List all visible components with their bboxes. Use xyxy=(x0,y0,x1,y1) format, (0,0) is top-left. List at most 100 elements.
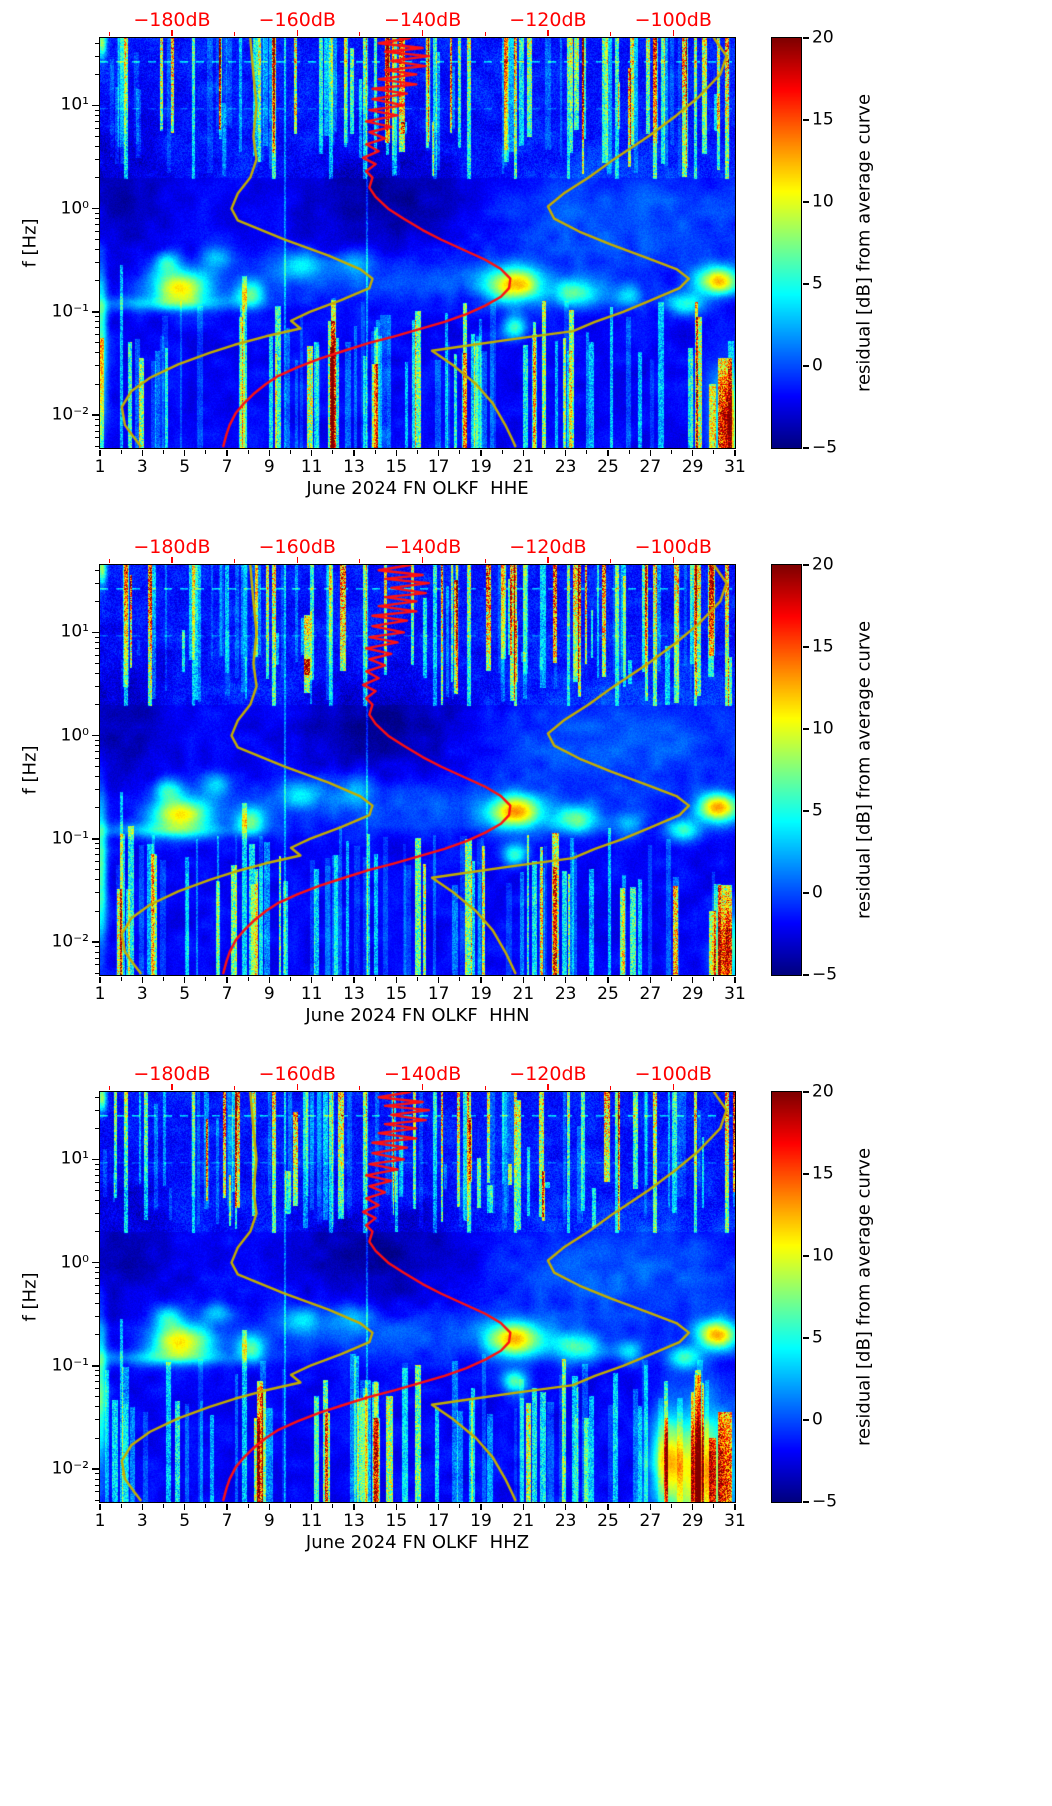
y-minor-tick-mark xyxy=(95,1316,99,1318)
top-tick-mark xyxy=(171,30,173,36)
x-tick-mark xyxy=(268,977,271,983)
top-axis-tick-label: −180dB xyxy=(133,536,211,558)
x-tick-mark xyxy=(268,450,271,456)
x-minor-tick-mark xyxy=(247,977,249,981)
colorbar-tick-mark xyxy=(803,1337,809,1339)
x-tick-mark xyxy=(649,977,652,983)
x-minor-tick-mark xyxy=(247,1504,249,1508)
top-tick-mark xyxy=(296,1084,298,1090)
x-tick-mark xyxy=(226,1504,228,1510)
colorbar-tick-label: 15 xyxy=(812,109,834,130)
colorbar-tick-label: 20 xyxy=(812,1081,834,1102)
y-tick-label: 10⁻² xyxy=(51,404,89,425)
x-tick-mark xyxy=(522,450,525,456)
x-tick-label: 3 xyxy=(136,457,148,477)
plot-area xyxy=(99,1091,736,1503)
y-minor-tick-mark xyxy=(95,1168,99,1170)
top-minor-tick-mark xyxy=(108,1086,110,1090)
top-tick-mark xyxy=(547,1084,549,1090)
x-minor-tick-mark xyxy=(332,977,334,981)
x-tick-mark xyxy=(691,1504,694,1510)
y-minor-tick-mark xyxy=(95,1272,99,1274)
y-minor-tick-mark xyxy=(95,109,99,111)
x-minor-tick-mark xyxy=(713,1504,715,1508)
x-tick-mark xyxy=(437,977,440,983)
x-axis-label: June 2024 FN OLKF HHE xyxy=(306,478,529,499)
y-minor-tick-mark xyxy=(95,280,99,282)
x-minor-tick-mark xyxy=(586,977,588,981)
colorbar-tick-mark xyxy=(803,564,809,566)
x-minor-tick-mark xyxy=(332,1504,334,1508)
y-minor-tick-mark xyxy=(95,1437,99,1439)
x-tick-label: 23 xyxy=(554,1511,577,1531)
x-tick-label: 1 xyxy=(94,457,106,477)
x-minor-tick-mark xyxy=(374,977,376,981)
colorbar-tick-label: −5 xyxy=(812,437,838,458)
colorbar-tick-mark xyxy=(803,365,809,367)
colorbar-label: residual [dB] from average curve xyxy=(853,93,875,393)
x-minor-tick-mark xyxy=(713,450,715,454)
colorbar-label: residual [dB] from average curve xyxy=(853,1147,875,1447)
colorbar-tick-mark xyxy=(803,283,809,285)
y-minor-tick-mark xyxy=(95,879,99,881)
x-minor-tick-mark xyxy=(501,977,503,981)
x-tick-mark xyxy=(141,977,144,983)
y-minor-tick-mark xyxy=(95,964,99,966)
colorbar-gradient xyxy=(772,565,801,975)
x-minor-tick-mark xyxy=(586,450,588,454)
panel-hhn: f [Hz] June 2024 FN OLKF HHN residual [d… xyxy=(0,527,1052,1054)
x-tick-label: 11 xyxy=(300,984,323,1004)
y-minor-tick-mark xyxy=(95,1491,99,1493)
x-minor-tick-mark xyxy=(205,977,207,981)
top-axis-tick-label: −120dB xyxy=(509,1063,587,1085)
y-minor-tick-mark xyxy=(95,1484,99,1486)
top-minor-tick-mark xyxy=(234,559,236,563)
x-tick-label: 17 xyxy=(427,984,450,1004)
colorbar-tick-mark xyxy=(803,892,809,894)
y-minor-tick-mark xyxy=(95,654,99,656)
y-minor-tick-mark xyxy=(95,1174,99,1176)
y-minor-tick-mark xyxy=(95,249,99,251)
spectrogram-heatmap xyxy=(100,38,735,448)
x-minor-tick-mark xyxy=(544,1504,545,1508)
y-tick-label: 10⁰ xyxy=(60,1252,89,1273)
y-minor-tick-mark xyxy=(95,663,99,664)
x-tick-mark xyxy=(691,450,694,456)
x-tick-mark xyxy=(226,450,228,456)
x-tick-label: 31 xyxy=(724,984,746,1004)
y-minor-tick-mark xyxy=(95,1127,99,1129)
y-minor-tick-mark xyxy=(95,127,99,129)
top-axis-tick-label: −100dB xyxy=(634,1063,712,1085)
x-minor-tick-mark xyxy=(417,1504,418,1508)
x-tick-label: 27 xyxy=(639,457,662,477)
top-axis-tick-label: −140dB xyxy=(383,1063,462,1085)
x-minor-tick-mark xyxy=(459,977,461,981)
x-tick-label: 3 xyxy=(136,984,148,1004)
y-minor-tick-mark xyxy=(95,1478,99,1480)
colorbar-tick-label: 15 xyxy=(812,636,834,657)
y-minor-tick-mark xyxy=(95,1499,99,1501)
y-minor-tick-mark xyxy=(95,582,99,584)
y-minor-tick-mark xyxy=(95,745,99,747)
y-tick-mark xyxy=(92,734,99,737)
y-minor-tick-mark xyxy=(95,321,99,323)
top-axis-tick-label: −120dB xyxy=(509,536,587,558)
colorbar-tick-mark xyxy=(803,1091,809,1093)
x-minor-tick-mark xyxy=(628,450,630,454)
x-minor-tick-mark xyxy=(290,1504,291,1508)
y-minor-tick-mark xyxy=(95,1200,99,1201)
x-tick-label: 13 xyxy=(343,457,365,477)
panel-hhe: f [Hz] June 2024 FN OLKF HHE residual [d… xyxy=(0,0,1052,527)
colorbar-tick-label: −5 xyxy=(812,1491,838,1512)
top-minor-tick-mark xyxy=(108,559,110,563)
top-tick-mark xyxy=(547,30,549,36)
top-minor-tick-mark xyxy=(108,32,110,36)
colorbar-tick-label: 10 xyxy=(812,1245,834,1266)
y-minor-tick-mark xyxy=(95,704,99,706)
colorbar xyxy=(771,1091,802,1503)
x-tick-label: 21 xyxy=(512,457,535,477)
colorbar-tick-label: 20 xyxy=(812,27,834,48)
top-minor-tick-mark xyxy=(610,1086,612,1090)
colorbar-tick-mark xyxy=(803,1419,809,1421)
x-tick-label: 13 xyxy=(343,1511,365,1531)
